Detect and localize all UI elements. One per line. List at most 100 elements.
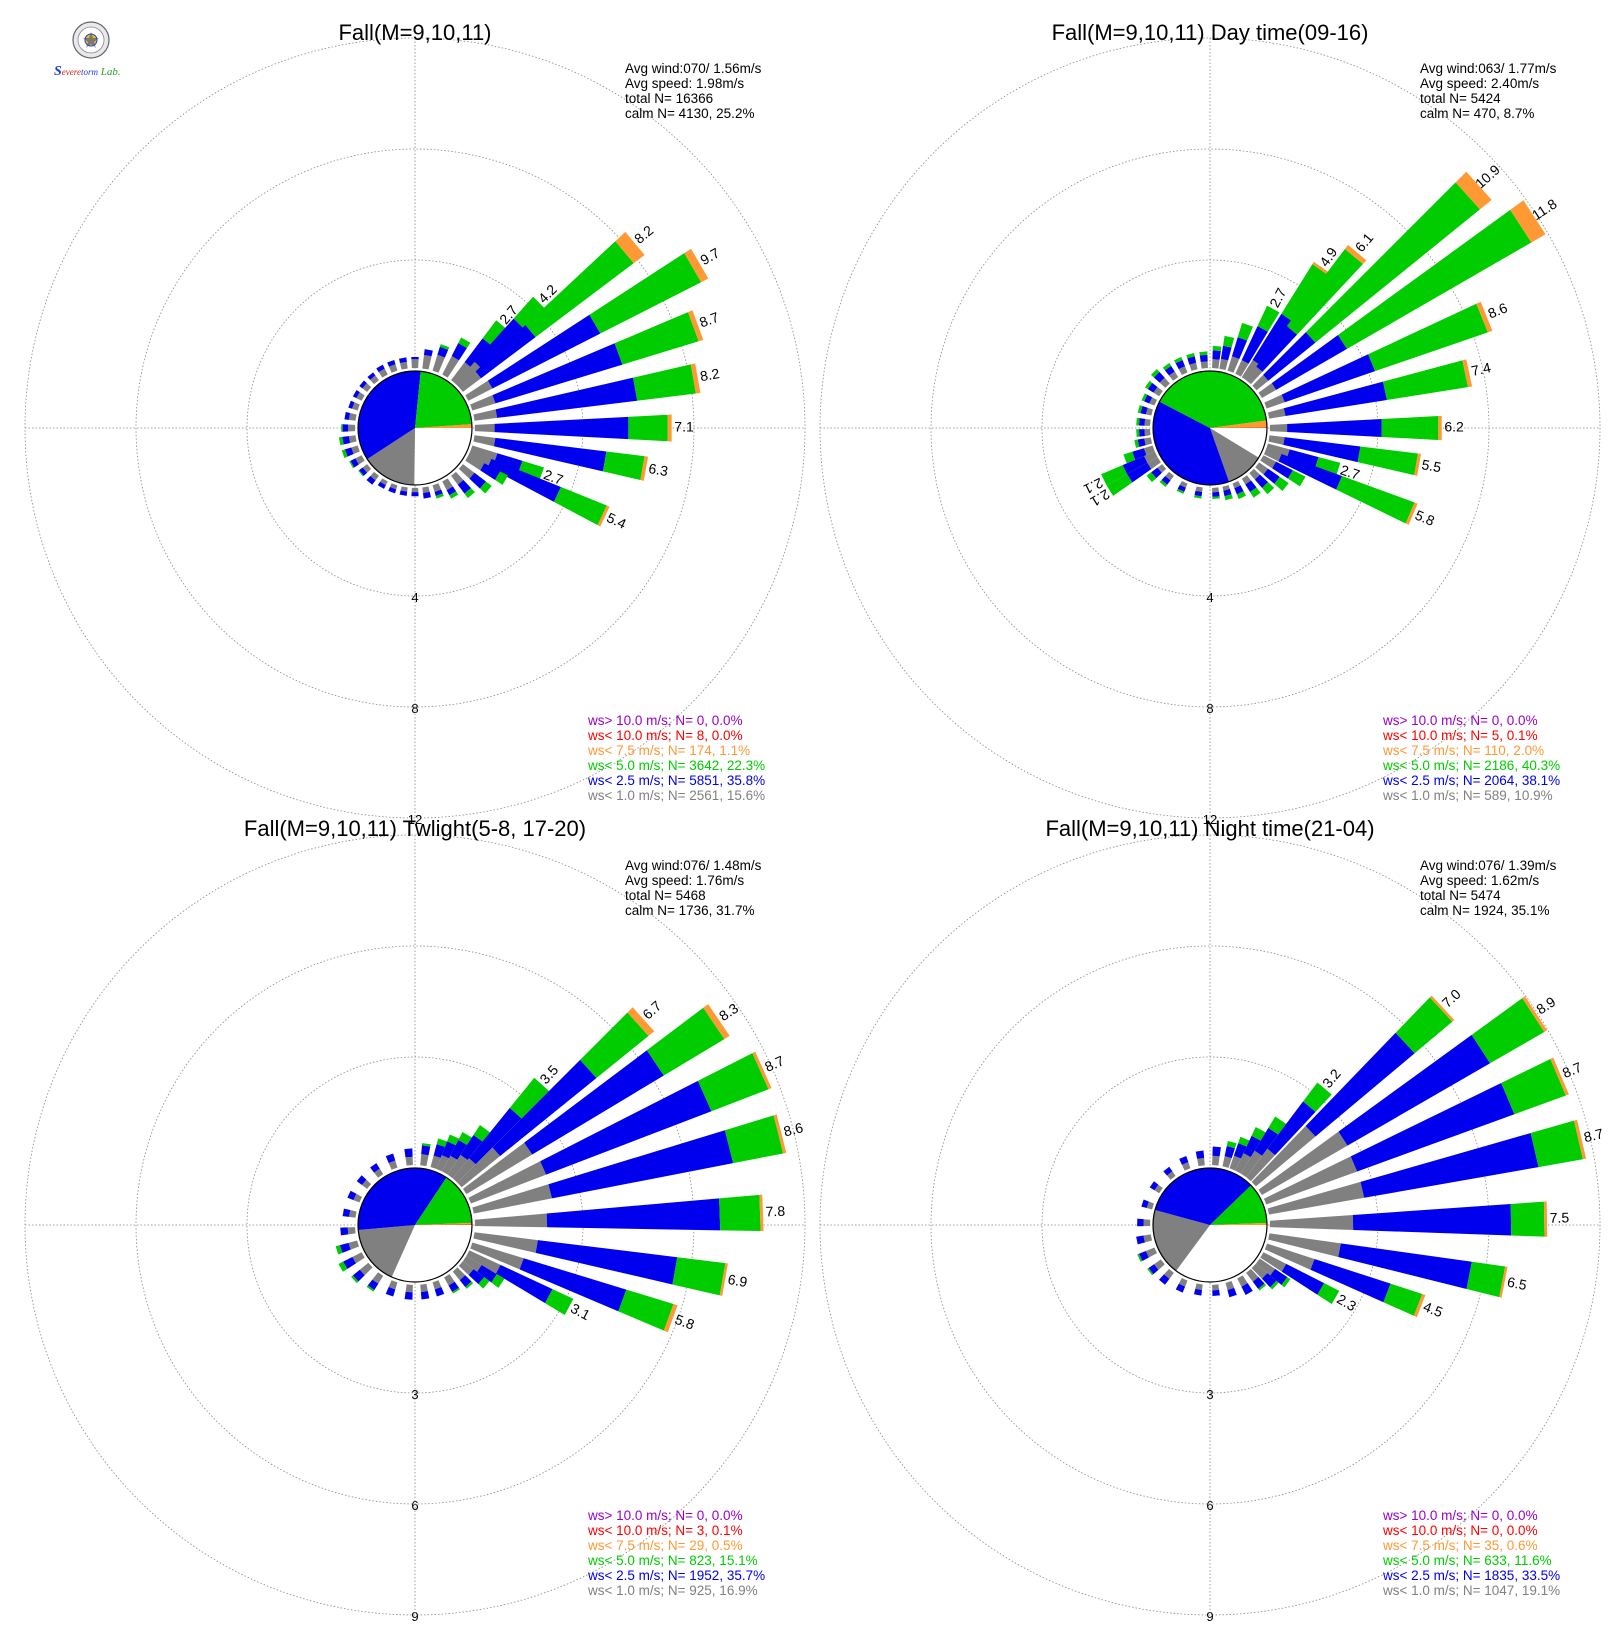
legend-entry: ws< 10.0 m/s; N= 3, 0.1% — [587, 1523, 743, 1538]
petal-segment — [1266, 443, 1290, 458]
petal-segment — [1229, 1155, 1241, 1171]
petal-segment — [1274, 476, 1289, 492]
stats-line: calm N= 1924, 35.1% — [1420, 903, 1549, 918]
petal-45: 4.2 — [455, 281, 560, 388]
petal-90: 7.1 — [474, 414, 694, 442]
petal-segment — [355, 455, 365, 465]
petal-segment — [343, 1256, 356, 1269]
petal-segment — [1212, 1284, 1220, 1291]
petal-label: 8.7 — [762, 1052, 786, 1075]
petal-segment — [602, 451, 645, 481]
petal-label: 7.0 — [1439, 986, 1464, 1011]
petal-segment — [1187, 356, 1197, 365]
petal-segment — [1471, 998, 1545, 1064]
petal-segment — [719, 1194, 761, 1232]
petal-label: 6.5 — [1506, 1274, 1528, 1293]
petal-segment — [1352, 1203, 1512, 1236]
petal-segment — [1258, 383, 1277, 398]
petal-15 — [1222, 1140, 1237, 1168]
petal-segment — [513, 296, 547, 330]
petal-segment — [432, 483, 442, 493]
petal-128 — [1255, 462, 1289, 492]
petal-295 — [1141, 393, 1158, 406]
petal-segment — [1176, 488, 1185, 494]
petal-segment — [348, 1240, 359, 1250]
petal-5 — [1212, 345, 1222, 369]
petal-segment — [447, 1134, 460, 1146]
petal-segment — [477, 1265, 497, 1283]
pie-slice — [1155, 1168, 1252, 1225]
petal-segment — [1194, 495, 1202, 499]
petal-24 — [436, 1134, 460, 1172]
petal-160 — [432, 1280, 445, 1297]
petal-290 — [348, 400, 360, 411]
petal-300 — [352, 390, 365, 401]
grid-ring — [819, 37, 1601, 819]
petal-segment — [1136, 417, 1140, 426]
pie-slice — [1210, 1222, 1267, 1225]
petal-segment — [1157, 464, 1167, 473]
petal-segment — [411, 359, 419, 369]
petal-segment — [465, 1281, 474, 1289]
petal-segment — [495, 1264, 553, 1304]
petal-segment — [1574, 1119, 1587, 1160]
petal-segment — [1283, 381, 1387, 417]
petal-segment — [1144, 437, 1153, 446]
petal-22 — [1229, 1136, 1250, 1171]
petal-228 — [351, 1262, 373, 1284]
ring-label: 8 — [411, 701, 418, 716]
pie-slice — [1153, 1209, 1210, 1271]
petal-segment — [478, 1277, 490, 1289]
petal-240 — [338, 1252, 365, 1272]
petal-segment — [1138, 1250, 1149, 1261]
petal-segment — [1251, 1127, 1266, 1141]
petal-segment — [1144, 451, 1158, 463]
petal-segment — [487, 458, 561, 502]
logo-word-lab: Lab. — [100, 66, 121, 78]
petal-segment — [1233, 1143, 1247, 1159]
petal-325 — [370, 1163, 384, 1178]
petal-segment — [340, 1227, 349, 1236]
petal-segment — [351, 445, 360, 455]
petal-113: 5.8 — [1263, 448, 1437, 529]
stats-line: total N= 16366 — [625, 91, 713, 106]
petal-120 — [1260, 455, 1306, 487]
petal-segment — [1153, 371, 1165, 383]
ring-label: 12 — [408, 812, 422, 827]
petal-272 — [1137, 1218, 1151, 1227]
petal-130 — [458, 464, 492, 494]
petal-segment — [1278, 454, 1343, 490]
ring-label: 4 — [1206, 590, 1213, 605]
petal-segment — [663, 1304, 678, 1333]
petal-segment — [640, 456, 649, 481]
petal-segment — [684, 248, 709, 283]
petal-segment — [519, 1258, 627, 1312]
petal-segment — [1154, 1184, 1163, 1194]
petal-segment — [1271, 334, 1348, 390]
petal-segment — [435, 493, 444, 499]
petal-segment — [385, 1287, 396, 1297]
petal-352 — [1195, 1150, 1205, 1167]
petal-segment — [1336, 476, 1415, 524]
petal-28 — [1235, 1127, 1266, 1174]
petal-segment — [1510, 200, 1546, 243]
petal-segment — [434, 1287, 445, 1297]
petal-155 — [1232, 480, 1246, 500]
petal-segment — [436, 1138, 448, 1147]
petal-segment — [474, 318, 525, 369]
petal-segment — [618, 1289, 674, 1331]
petal-260 — [338, 435, 357, 446]
petal-segment — [1189, 362, 1198, 371]
petal-315 — [1150, 368, 1170, 388]
stats-line: calm N= 470, 8.7% — [1420, 106, 1534, 121]
petal-segment — [1272, 461, 1293, 479]
petal-segment — [548, 1130, 734, 1199]
petal-segment — [482, 320, 508, 346]
petal-segment — [458, 371, 482, 392]
petal-segment — [633, 364, 696, 401]
petal-segment — [464, 488, 475, 499]
petal-segment — [1243, 1135, 1261, 1158]
petal-segment — [1144, 418, 1151, 426]
petal-segment — [1224, 1146, 1235, 1159]
petal-88: 7.8 — [474, 1194, 786, 1232]
